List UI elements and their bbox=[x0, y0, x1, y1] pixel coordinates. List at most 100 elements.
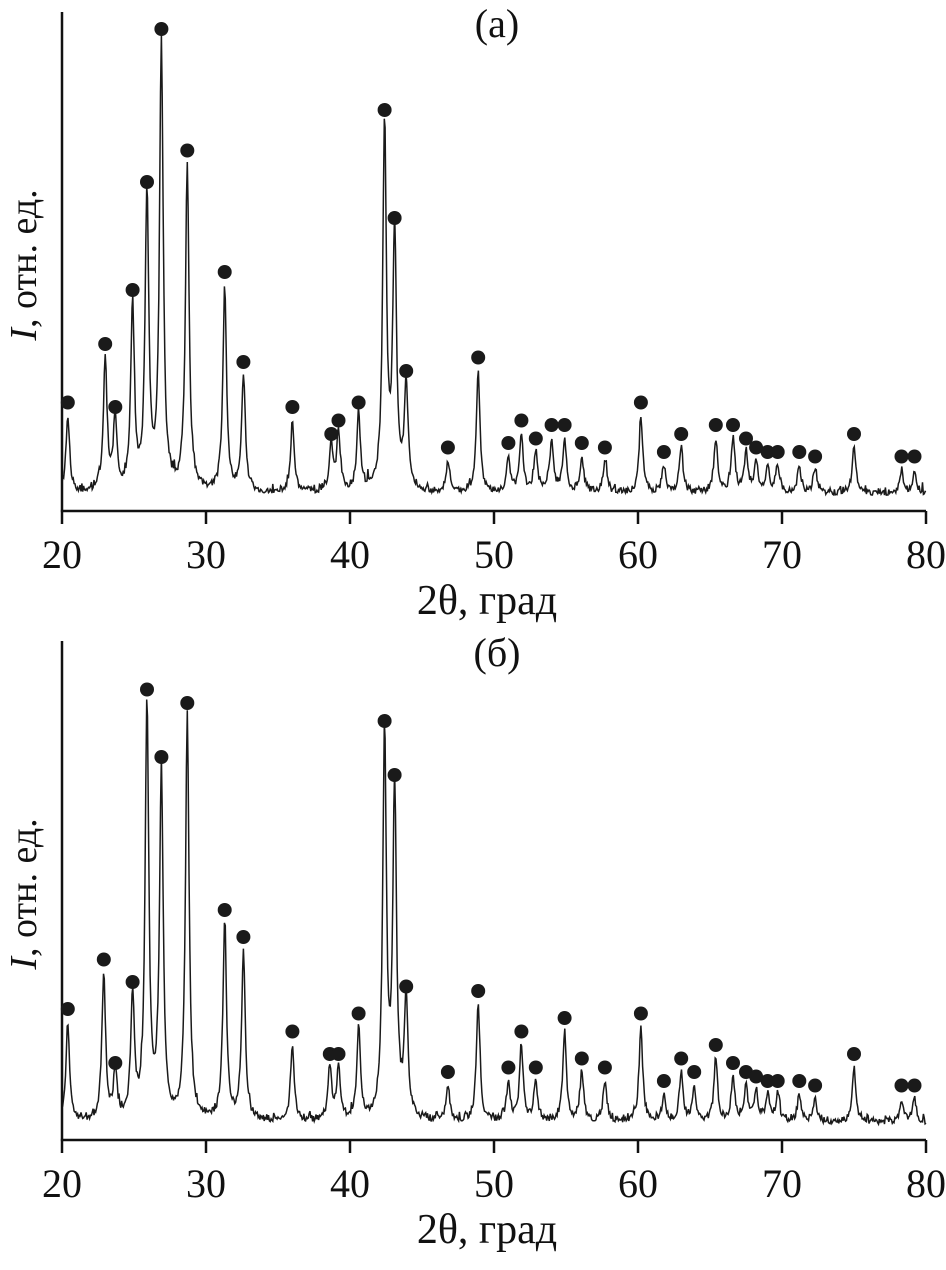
peak-marker bbox=[125, 283, 140, 297]
peak-marker bbox=[528, 431, 543, 446]
peak-marker bbox=[770, 1074, 785, 1089]
peak-marker bbox=[557, 418, 572, 432]
peak-marker bbox=[907, 449, 922, 464]
y-axis-label-units: , отн. ед. bbox=[3, 189, 45, 328]
x-tick-label: 20 bbox=[42, 532, 82, 577]
peak-marker bbox=[399, 979, 414, 994]
peak-marker bbox=[739, 431, 753, 446]
x-tick-label: 50 bbox=[474, 532, 514, 577]
x-tick-label: 30 bbox=[186, 1161, 226, 1206]
peak-marker bbox=[894, 1078, 909, 1093]
x-tick-label: 60 bbox=[618, 1161, 658, 1206]
peak-marker bbox=[377, 714, 392, 729]
peak-marker bbox=[749, 1069, 764, 1084]
peak-marker bbox=[351, 395, 366, 410]
peak-marker bbox=[749, 440, 764, 455]
xrd-panel-a: (а) I, отн. ед. 20 30 40 50 60 70 80 2θ, град bbox=[0, 1, 946, 625]
y-axis-a: I, отн. ед. bbox=[0, 6, 48, 581]
y-axis-label-symbol: I bbox=[3, 327, 45, 341]
x-tick-label: 70 bbox=[762, 532, 802, 577]
peak-marker bbox=[387, 211, 402, 225]
peak-marker bbox=[574, 1051, 589, 1066]
peak-marker bbox=[708, 418, 723, 432]
peak-marker bbox=[597, 1060, 612, 1075]
peak-marker bbox=[399, 364, 414, 378]
x-tick-label: 40 bbox=[330, 532, 370, 577]
peak-marker bbox=[285, 1024, 300, 1039]
peak-marker bbox=[544, 418, 559, 432]
peak-marker bbox=[108, 1056, 123, 1071]
y-axis-label: I, отн. ед. bbox=[2, 189, 46, 340]
panel-label-b: (б) bbox=[473, 630, 521, 676]
peak-marker bbox=[217, 265, 232, 279]
x-tick-label: 80 bbox=[906, 532, 946, 577]
peak-marker bbox=[792, 1074, 807, 1089]
peak-marker bbox=[331, 413, 346, 428]
peak-marker bbox=[528, 1060, 543, 1075]
peak-marker bbox=[60, 1002, 75, 1017]
peak-marker bbox=[180, 696, 195, 711]
peak-marker bbox=[440, 1065, 455, 1080]
x-axis-label: 2θ, град bbox=[416, 1207, 558, 1254]
peak-marker bbox=[140, 175, 154, 189]
y-axis-b: I, отн. ед. bbox=[0, 635, 48, 1210]
diffraction-trace bbox=[61, 699, 927, 1127]
peak-marker bbox=[574, 436, 589, 450]
peak-marker bbox=[656, 1074, 671, 1089]
peak-marker bbox=[377, 103, 392, 117]
peak-marker bbox=[471, 984, 486, 999]
peak-marker bbox=[770, 445, 785, 459]
xrd-plot-a: 20 30 40 50 60 70 80 bbox=[42, 12, 946, 577]
x-tick-label: 70 bbox=[762, 1161, 802, 1206]
peak-marker bbox=[792, 445, 807, 459]
peak-marker bbox=[726, 1056, 740, 1071]
peak-marker bbox=[847, 1047, 861, 1062]
peak-marker bbox=[656, 445, 671, 459]
peak-marker bbox=[501, 1060, 516, 1075]
x-tick-label: 30 bbox=[186, 532, 226, 577]
peak-marker bbox=[907, 1078, 922, 1093]
peak-marker bbox=[324, 427, 339, 441]
peak-marker bbox=[180, 143, 195, 158]
peak-marker bbox=[726, 418, 740, 432]
y-axis-label-units: , отн. ед. bbox=[3, 818, 45, 958]
peak-marker bbox=[633, 395, 648, 410]
peak-marker bbox=[597, 440, 612, 455]
peak-marker bbox=[351, 1006, 366, 1021]
peak-marker bbox=[236, 930, 251, 945]
diffraction-trace bbox=[61, 34, 927, 497]
x-tick-label: 40 bbox=[330, 1161, 370, 1206]
peak-marker bbox=[285, 400, 300, 414]
peak-marker bbox=[236, 355, 251, 369]
peak-marker bbox=[140, 682, 154, 697]
peak-marker bbox=[674, 427, 689, 441]
peak-marker bbox=[440, 440, 455, 455]
panel-label-a: (а) bbox=[474, 1, 520, 46]
peak-marker bbox=[708, 1038, 723, 1053]
peak-marker bbox=[387, 768, 402, 783]
peak-marker bbox=[514, 1024, 529, 1039]
peak-marker bbox=[808, 449, 823, 464]
x-tick-label: 80 bbox=[906, 1161, 946, 1206]
peak-marker bbox=[125, 975, 140, 990]
peak-marker bbox=[760, 1074, 775, 1089]
peak-marker bbox=[847, 427, 861, 441]
x-tick-label: 50 bbox=[474, 1161, 514, 1206]
peak-marker bbox=[217, 903, 232, 918]
peak-marker bbox=[154, 750, 169, 765]
x-tick-label: 60 bbox=[618, 532, 658, 577]
peak-marker bbox=[501, 436, 516, 450]
peak-marker bbox=[557, 1011, 572, 1026]
x-tick-label: 20 bbox=[42, 1161, 82, 1206]
peak-marker bbox=[674, 1051, 689, 1066]
peak-marker bbox=[760, 445, 775, 459]
y-axis-label-symbol: I bbox=[3, 957, 45, 970]
peak-marker bbox=[514, 413, 529, 428]
peak-marker bbox=[633, 1006, 648, 1021]
peak-marker bbox=[60, 395, 75, 410]
peak-marker bbox=[331, 1047, 346, 1062]
peak-marker bbox=[154, 22, 169, 36]
y-axis-label: I, отн. ед. bbox=[2, 818, 46, 969]
xrd-panel-b: (б) I, отн. ед. 20 30 40 50 60 70 80 2θ, град bbox=[0, 630, 946, 1254]
